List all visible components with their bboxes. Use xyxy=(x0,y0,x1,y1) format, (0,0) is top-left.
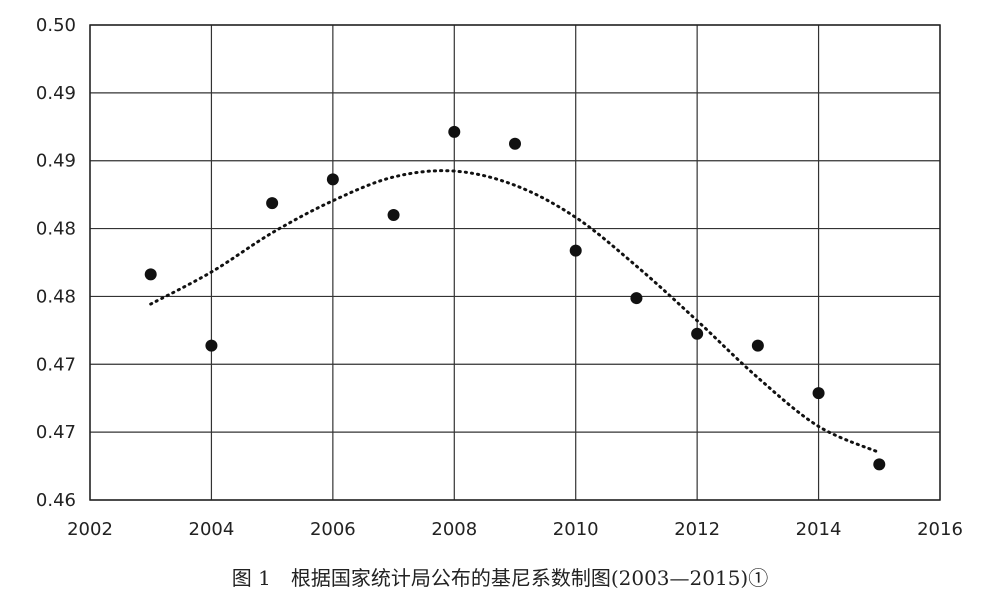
data-points xyxy=(144,125,886,471)
data-point xyxy=(873,458,886,471)
x-tick-label: 2010 xyxy=(553,519,599,540)
plot-frame xyxy=(89,24,941,501)
data-point xyxy=(812,387,825,400)
data-point xyxy=(387,209,400,221)
x-tick-label: 2006 xyxy=(310,519,356,540)
data-point xyxy=(569,244,582,257)
y-tick-label: 0.47 xyxy=(36,422,76,443)
y-tick-label: 0.48 xyxy=(36,286,76,307)
x-tick-label: 2008 xyxy=(431,519,477,540)
x-tick-label: 2002 xyxy=(67,519,113,540)
data-point xyxy=(509,137,521,150)
x-tick-label: 2014 xyxy=(796,519,842,540)
y-tick-label: 0.47 xyxy=(36,354,76,375)
x-tick-label: 2012 xyxy=(674,519,720,540)
y-tick-label: 0.50 xyxy=(36,15,76,36)
figure-caption: 图 1 根据国家统计局公布的基尼系数制图(2003—2015)① xyxy=(232,566,768,590)
data-point xyxy=(326,173,339,186)
y-tick-label: 0.49 xyxy=(36,151,76,172)
data-point xyxy=(205,339,218,352)
y-tick-label: 0.46 xyxy=(36,490,76,511)
y-tick-label: 0.49 xyxy=(36,83,76,104)
data-point xyxy=(266,197,279,210)
y-tick-label: 0.48 xyxy=(36,219,76,240)
data-point xyxy=(751,339,764,352)
x-tick-label: 2016 xyxy=(917,519,963,540)
data-point xyxy=(448,125,461,138)
data-point xyxy=(144,268,157,281)
data-point xyxy=(691,327,704,340)
x-tick-label: 2004 xyxy=(189,519,235,540)
data-point xyxy=(630,292,643,305)
y-tick-labels: 0.46 0.47 0.47 0.48 0.48 0.49 0.49 0.50 xyxy=(36,15,76,511)
x-tick-labels: 2002 2004 2006 2008 2010 2012 2014 2016 xyxy=(67,519,963,540)
